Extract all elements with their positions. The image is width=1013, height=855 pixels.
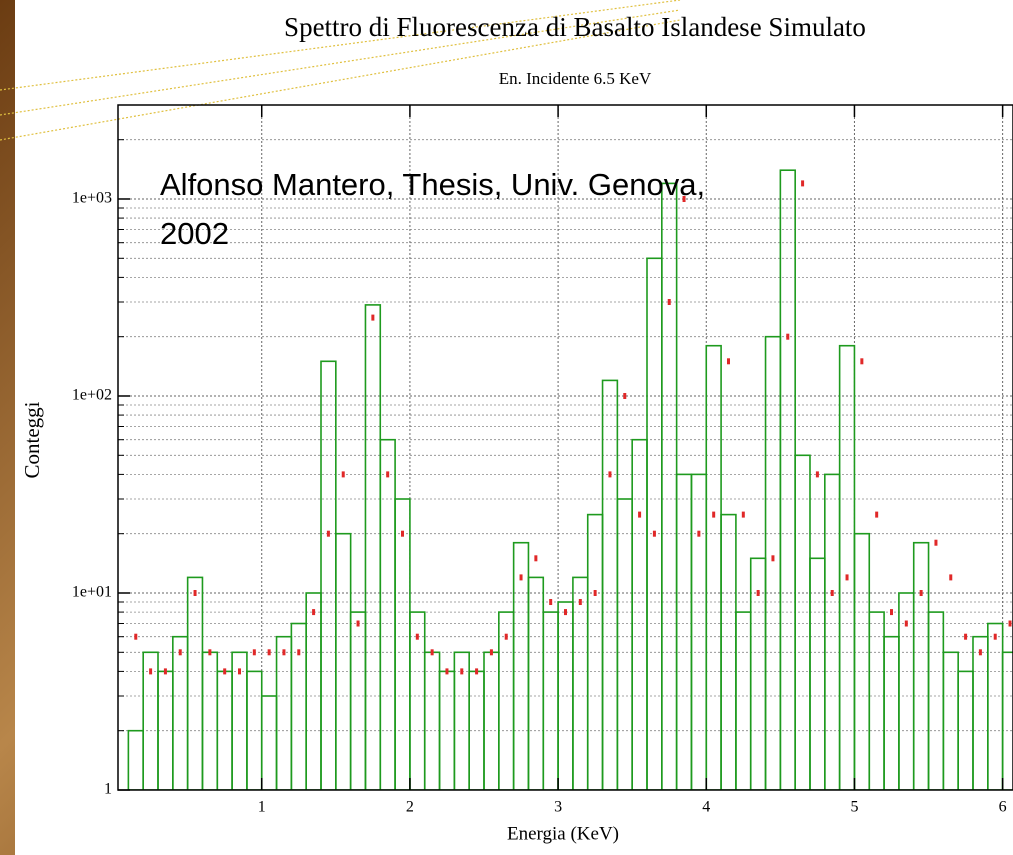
data-point <box>801 180 805 187</box>
data-point <box>163 668 167 675</box>
plot-frame <box>117 104 1013 791</box>
x-tick-label: 3 <box>554 799 562 816</box>
axes: 1 1e+01 1e+02 1e+03 1 2 3 4 5 6 <box>72 104 1013 816</box>
y-tick-label: 1e+03 <box>72 190 112 207</box>
data-point <box>1008 620 1012 627</box>
data-point <box>578 599 582 606</box>
x-tick-label: 1 <box>258 799 266 816</box>
data-point <box>371 314 375 321</box>
chart-subtitle: En. Incidente 6.5 KeV <box>499 69 652 88</box>
y-tick-label: 1e+02 <box>72 387 112 404</box>
data-point <box>904 620 908 627</box>
data-point <box>815 471 819 478</box>
data-point <box>460 668 464 675</box>
data-point <box>430 649 434 656</box>
data-point <box>475 668 479 675</box>
data-point <box>534 555 538 562</box>
data-point <box>223 668 227 675</box>
y-tick-label: 1 <box>104 781 112 798</box>
data-point <box>415 633 419 640</box>
annotation: 2002 <box>160 216 229 251</box>
data-point <box>401 530 405 537</box>
data-point <box>697 530 701 537</box>
data-point <box>341 471 345 478</box>
data-point <box>993 633 997 640</box>
data-point <box>549 599 553 606</box>
data-point <box>682 195 686 202</box>
data-point <box>386 471 390 478</box>
data-point <box>875 511 879 518</box>
data-point <box>756 589 760 596</box>
data-point <box>356 620 360 627</box>
data-point <box>934 539 938 546</box>
data-point <box>593 589 597 596</box>
data-point <box>771 555 775 562</box>
data-point <box>667 299 671 306</box>
data-point <box>149 668 153 675</box>
data-point <box>312 609 316 616</box>
data-point <box>919 589 923 596</box>
data-point <box>134 633 138 640</box>
data-point <box>297 649 301 656</box>
data-point <box>252 649 256 656</box>
data-point <box>830 589 834 596</box>
data-point <box>964 633 968 640</box>
x-tick-label: 5 <box>850 799 858 816</box>
plot-area <box>127 169 1013 790</box>
data-point <box>623 392 627 399</box>
data-point <box>949 574 953 581</box>
data-point <box>741 511 745 518</box>
data-point <box>489 649 493 656</box>
data-point <box>564 609 567 616</box>
x-tick-label: 2 <box>406 799 414 816</box>
data-point <box>608 471 612 478</box>
data-point <box>282 649 286 656</box>
data-point <box>726 358 730 365</box>
data-point <box>445 668 449 675</box>
data-point <box>208 649 212 656</box>
data-point <box>712 511 716 518</box>
y-tick-label: 1e+01 <box>72 584 112 601</box>
data-point <box>238 668 242 675</box>
data-point <box>889 609 893 616</box>
data-point <box>519 574 523 581</box>
y-axis-label: Conteggi <box>20 401 44 478</box>
data-point <box>978 649 982 656</box>
data-point <box>326 530 330 537</box>
data-point <box>638 511 642 518</box>
data-point <box>786 333 790 340</box>
x-axis-label: Energia (KeV) <box>507 823 619 844</box>
data-point <box>652 530 656 537</box>
annotation: Alfonso Mantero, Thesis, Univ. Genova, <box>160 167 705 202</box>
data-point <box>178 649 182 656</box>
data-point <box>860 358 864 365</box>
data-point <box>504 633 508 640</box>
data-point <box>193 589 197 596</box>
x-tick-label: 6 <box>999 799 1007 816</box>
data-point <box>845 574 849 581</box>
data-point <box>267 649 271 656</box>
chart-title: Spettro di Fluorescenza di Basalto Islan… <box>284 12 866 42</box>
decoration <box>0 0 681 141</box>
x-tick-label: 4 <box>702 799 710 816</box>
